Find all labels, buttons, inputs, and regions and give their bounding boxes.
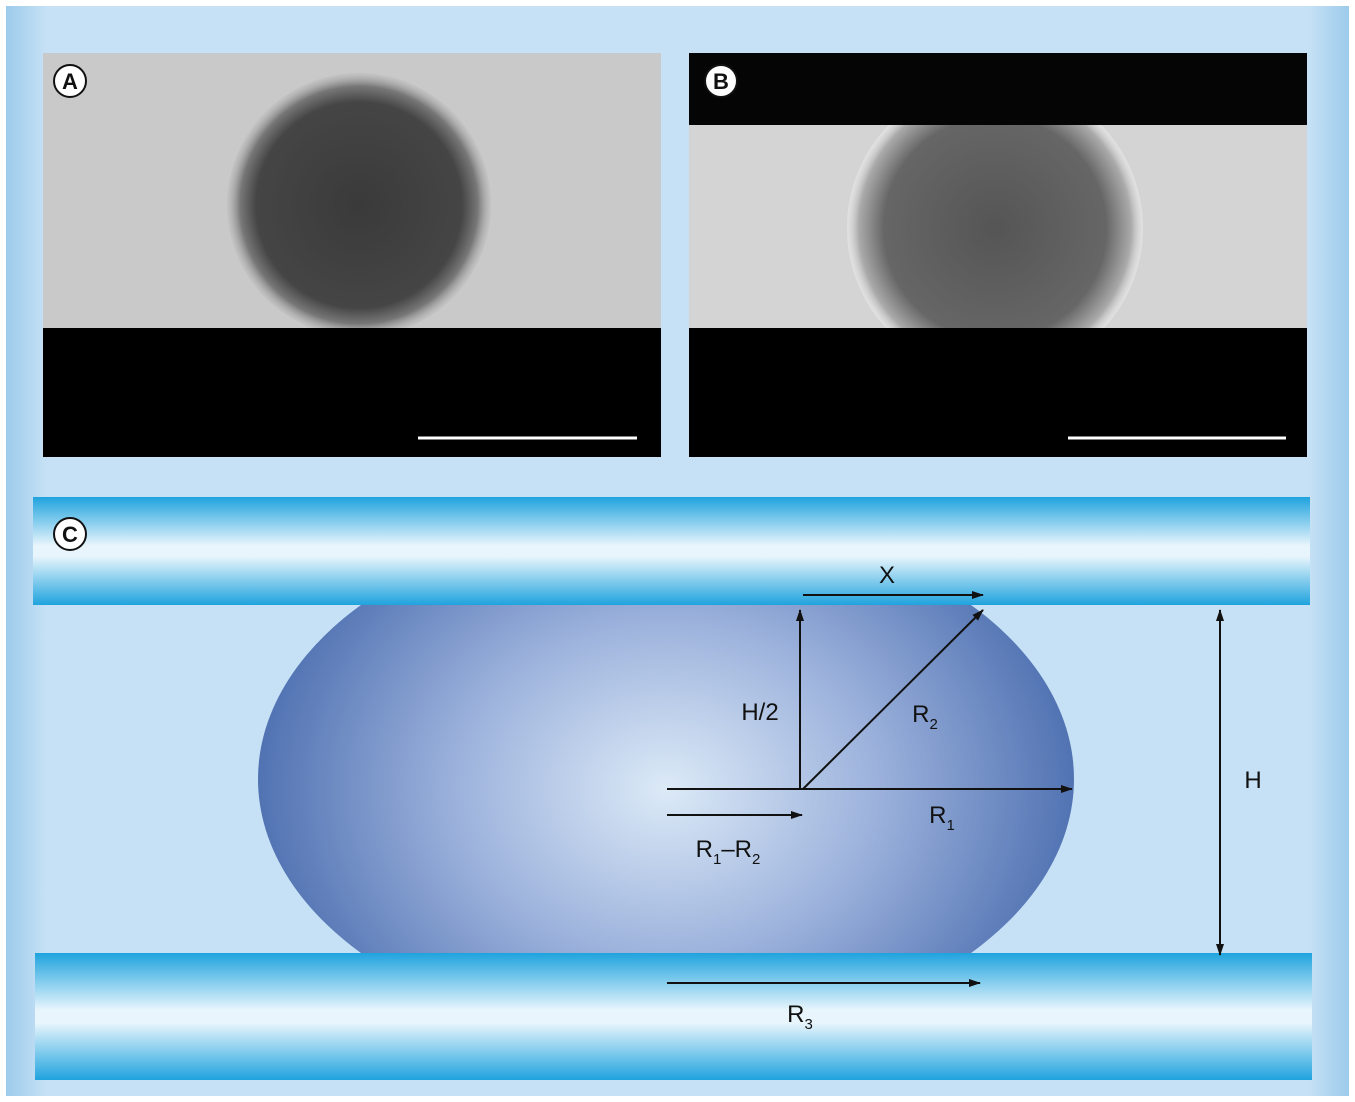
badge-label: A <box>62 69 78 94</box>
photo-b <box>689 53 1307 457</box>
subscript: 1 <box>947 817 955 834</box>
label-text: R <box>929 802 946 829</box>
label-text: H <box>1244 767 1261 794</box>
photo-a <box>43 53 661 457</box>
label-text: R <box>912 701 929 728</box>
label-text: H/2 <box>741 699 778 726</box>
subscript: 1 <box>713 851 721 868</box>
bottom-plate <box>35 953 1312 1080</box>
badge-a: A <box>54 65 86 97</box>
badge-label: C <box>62 522 78 547</box>
page: XH/2R2R1R1–R2HR3 A B C (() => { const da… <box>0 0 1355 1102</box>
label-text: X <box>879 562 895 589</box>
label-h: H <box>1244 767 1261 794</box>
label-x: X <box>879 562 895 589</box>
figure: XH/2R2R1R1–R2HR3 A B C <box>0 0 1355 1102</box>
label-half-h: H/2 <box>741 699 778 726</box>
label-text: –R <box>721 836 752 863</box>
badge-label: B <box>713 69 729 94</box>
subscript: 2 <box>752 851 760 868</box>
label-text: R <box>787 1001 804 1028</box>
subscript: 3 <box>805 1016 813 1033</box>
subscript: 2 <box>930 716 938 733</box>
badge-c: C <box>54 518 86 550</box>
badge-b: B <box>705 65 737 97</box>
top-plate <box>33 497 1310 605</box>
label-text: R <box>696 836 713 863</box>
